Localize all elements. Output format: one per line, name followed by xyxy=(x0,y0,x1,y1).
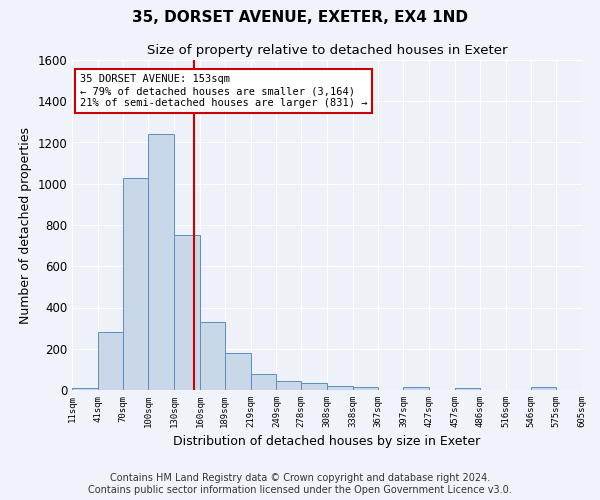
Bar xyxy=(353,387,377,390)
Bar xyxy=(251,374,277,390)
Y-axis label: Number of detached properties: Number of detached properties xyxy=(19,126,32,324)
Bar xyxy=(225,353,251,390)
Bar xyxy=(277,380,301,390)
Text: 35, DORSET AVENUE, EXETER, EX4 1ND: 35, DORSET AVENUE, EXETER, EX4 1ND xyxy=(132,10,468,25)
Bar xyxy=(98,332,122,390)
Title: Size of property relative to detached houses in Exeter: Size of property relative to detached ho… xyxy=(147,44,507,58)
Text: Contains HM Land Registry data © Crown copyright and database right 2024.
Contai: Contains HM Land Registry data © Crown c… xyxy=(88,474,512,495)
Bar xyxy=(72,388,98,390)
X-axis label: Distribution of detached houses by size in Exeter: Distribution of detached houses by size … xyxy=(173,436,481,448)
Bar xyxy=(455,388,480,390)
Bar xyxy=(174,236,200,390)
Text: 35 DORSET AVENUE: 153sqm
← 79% of detached houses are smaller (3,164)
21% of sem: 35 DORSET AVENUE: 153sqm ← 79% of detach… xyxy=(80,74,367,108)
Bar xyxy=(200,322,225,390)
Bar xyxy=(148,134,174,390)
Bar xyxy=(532,387,556,390)
Bar xyxy=(301,383,327,390)
Bar xyxy=(122,178,148,390)
Bar xyxy=(327,386,353,390)
Bar xyxy=(403,387,429,390)
